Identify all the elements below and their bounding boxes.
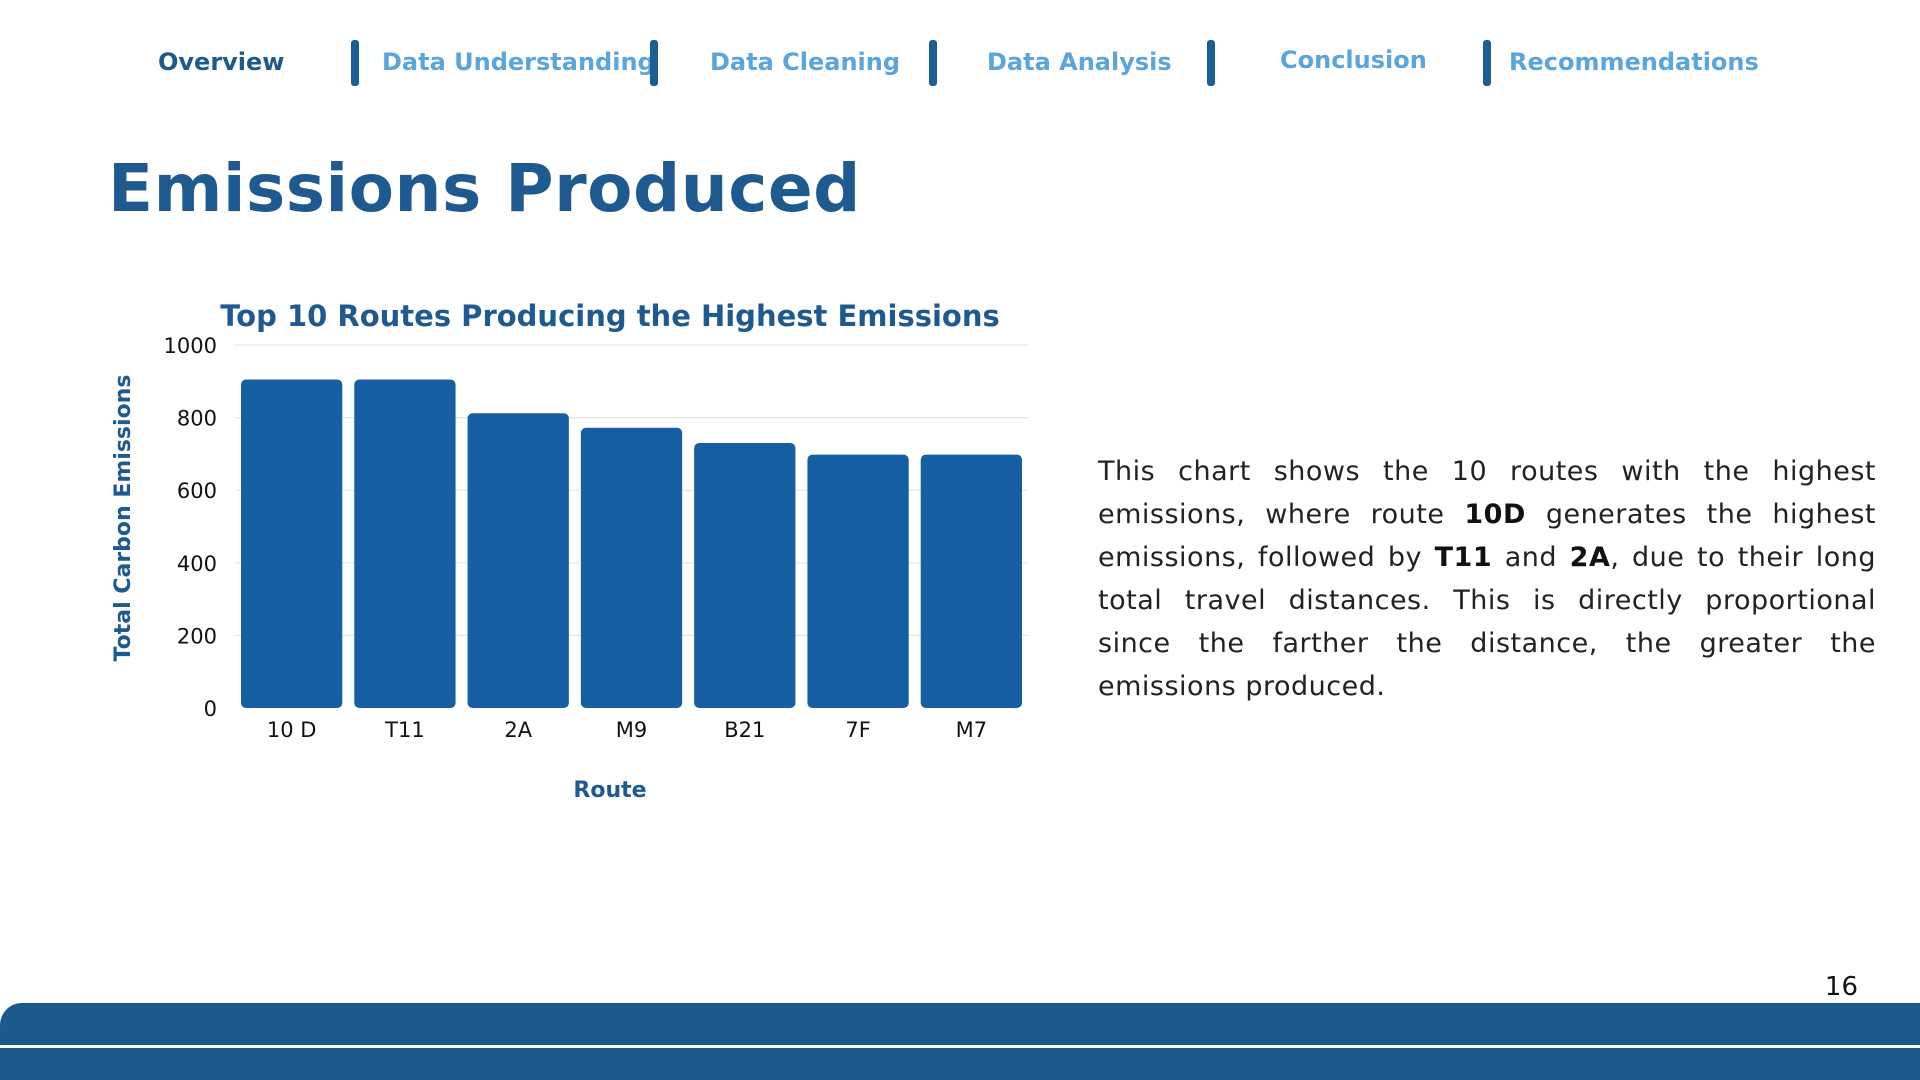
bar-t11 [354, 379, 456, 708]
bar-7f [807, 454, 909, 708]
chart-x-ticks: 10 D T11 2A M9 B21 7F M7 [267, 718, 987, 742]
chart-title: Top 10 Routes Producing the Highest Emis… [220, 299, 1000, 333]
x-tick-label: M7 [956, 718, 987, 742]
x-tick-label: 10 D [267, 718, 317, 742]
bar-m7 [920, 454, 1022, 708]
description-highlight: T11 [1434, 542, 1493, 573]
y-tick-label: 200 [177, 624, 217, 648]
bar-10d [241, 379, 343, 708]
x-tick-label: B21 [724, 718, 765, 742]
description-text: generates the highest emissions, followe… [1098, 499, 1877, 573]
nav-separator [650, 40, 658, 86]
nav-separator [929, 40, 937, 86]
y-tick-label: 0 [204, 697, 217, 721]
x-axis-label: Route [573, 778, 646, 803]
description-highlight: 10D [1464, 499, 1526, 530]
nav-separator [1207, 40, 1215, 86]
bar-b21 [694, 443, 796, 708]
nav-separator [351, 40, 359, 86]
y-tick-label: 400 [177, 552, 217, 576]
y-tick-label: 600 [177, 479, 217, 503]
nav-tab-recommendations[interactable]: Recommendations [1509, 48, 1759, 76]
nav-tab-data-understanding[interactable]: Data Understanding [382, 48, 655, 76]
x-tick-label: 2A [504, 718, 532, 742]
nav-tab-overview[interactable]: Overview [158, 48, 285, 76]
nav-tab-data-cleaning[interactable]: Data Cleaning [710, 48, 901, 76]
chart-description: This chart shows the 10 routes with the … [1098, 450, 1876, 708]
top-navigation: Overview Data Understanding Data Cleanin… [0, 40, 1920, 86]
page-number: 16 [1824, 972, 1858, 1002]
bar-2a [467, 413, 569, 708]
nav-tab-conclusion[interactable]: Conclusion [1280, 46, 1427, 74]
x-tick-label: 7F [845, 718, 870, 742]
description-text: , due to their long total travel distanc… [1098, 542, 1876, 702]
description-text: and [1492, 542, 1570, 573]
nav-tab-data-analysis[interactable]: Data Analysis [987, 48, 1172, 76]
footer-band [0, 1003, 1920, 1080]
x-tick-label: M9 [616, 718, 647, 742]
chart-bars [241, 379, 1022, 708]
bar-m9 [580, 427, 683, 708]
y-axis-label: Total Carbon Emissions [111, 375, 136, 662]
nav-separator [1483, 40, 1491, 86]
x-tick-label: T11 [384, 718, 425, 742]
emissions-bar-chart: Top 10 Routes Producing the Highest Emis… [111, 299, 1028, 803]
y-tick-label: 1000 [164, 334, 217, 358]
footer-divider-line [0, 1045, 1920, 1048]
y-tick-label: 800 [177, 407, 217, 431]
chart-y-ticks: 0 200 400 600 800 1000 [164, 334, 217, 721]
page-title: Emissions Produced [108, 150, 861, 227]
description-highlight: 2A [1569, 542, 1611, 573]
description-text: This chart shows the 10 routes with the … [1098, 456, 1876, 530]
